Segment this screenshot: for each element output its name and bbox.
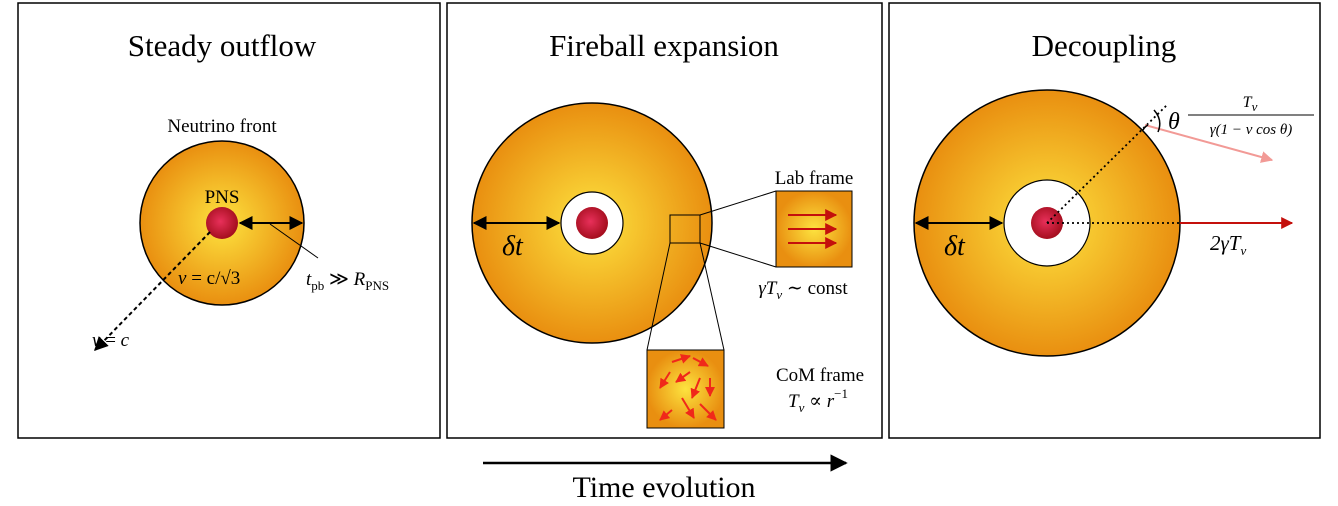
leader xyxy=(269,223,319,259)
arrow xyxy=(1144,124,1274,163)
panel-title: Steady outflow xyxy=(128,28,317,63)
label: v = c/√3 xyxy=(178,268,240,289)
angle-arc xyxy=(1153,109,1161,133)
label: Tν xyxy=(1243,94,1258,114)
label: γTν ∼ const xyxy=(758,278,848,302)
panel xyxy=(888,2,1321,439)
panel-title: Fireball expansion xyxy=(549,28,779,63)
zoom-box xyxy=(669,214,701,244)
panel xyxy=(446,2,883,439)
label: Neutrino front xyxy=(167,116,277,137)
leader xyxy=(699,242,725,351)
label: tpb ≫ RPNS xyxy=(306,269,389,293)
label: 2γTν xyxy=(1210,231,1246,258)
pns xyxy=(576,207,608,239)
leader xyxy=(699,190,777,216)
label: PNS xyxy=(205,187,240,208)
leader xyxy=(646,242,671,351)
angle-arc xyxy=(1142,124,1149,131)
pns xyxy=(206,207,238,239)
label: δt xyxy=(944,231,966,262)
footer-label: Time evolution xyxy=(572,471,755,504)
label: γ(1 − v cos θ) xyxy=(1210,122,1293,138)
label: Lab frame xyxy=(775,168,854,189)
arrows xyxy=(788,209,838,249)
label: δt xyxy=(502,231,524,262)
label: Tν ∝ r−1 xyxy=(788,386,848,415)
panel-title: Decoupling xyxy=(1032,28,1177,63)
label: v = c xyxy=(92,330,130,351)
leader xyxy=(699,242,777,268)
label: CoM frame xyxy=(776,365,864,386)
label: θ xyxy=(1168,109,1180,135)
panel xyxy=(17,2,441,439)
arrows xyxy=(659,354,717,421)
